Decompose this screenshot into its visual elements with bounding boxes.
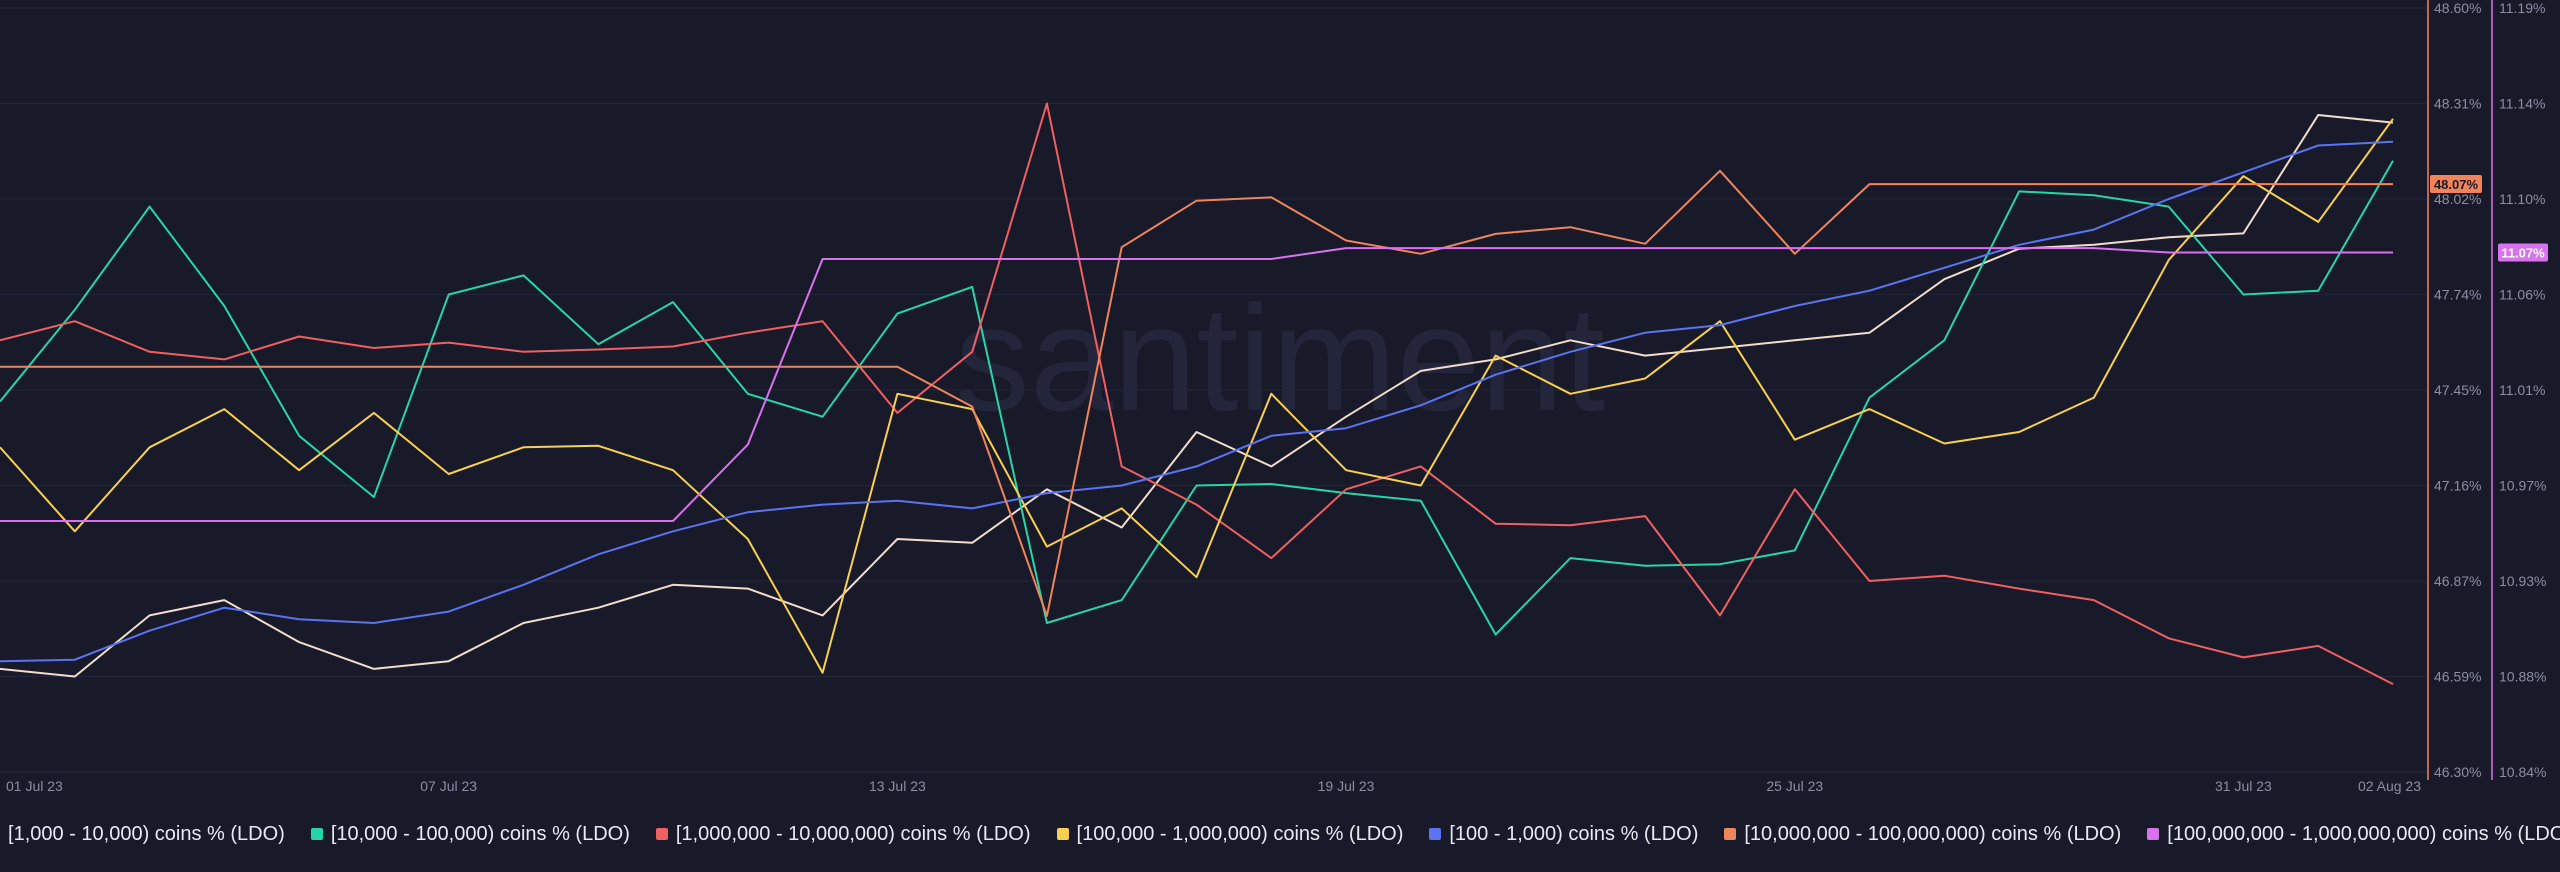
right-axis-tick-label: 10.93% [2499,573,2546,589]
legend-swatch [656,828,668,840]
legend-swatch [1724,828,1736,840]
legend-label: [100 - 1,000) coins % (LDO) [1449,823,1698,846]
legend-label: [100,000 - 1,000,000) coins % (LDO) [1077,823,1404,846]
left-axis-tick-label: 48.60% [2434,0,2481,16]
x-axis-tick-label: 19 Jul 23 [1318,778,1375,794]
left-axis-tick-label: 48.02% [2434,191,2481,207]
right-axis-tick-label: 10.84% [2499,764,2546,780]
legend-item-2[interactable]: [1,000,000 - 10,000,000) coins % (LDO) [656,823,1031,846]
x-axis-tick-label: 31 Jul 23 [2215,778,2272,794]
legend-label: [100,000,000 - 1,000,000,000) coins % (L… [2167,823,2560,846]
left-axis-last-value: 48.07% [2434,177,2479,192]
left-axis-tick-label: 46.30% [2434,764,2481,780]
legend-swatch [1429,828,1441,840]
legend-item-5[interactable]: [10,000,000 - 100,000,000) coins % (LDO) [1724,823,2121,846]
left-axis-tick-label: 47.74% [2434,287,2481,303]
legend-label: [1,000,000 - 10,000,000) coins % (LDO) [676,823,1031,846]
chart-legend: [1,000 - 10,000) coins % (LDO) [10,000 - … [0,818,2560,850]
right-axis-tick-label: 11.14% [2499,96,2545,112]
right-axis-tick-label: 10.97% [2499,478,2546,494]
legend-item-0[interactable]: [1,000 - 10,000) coins % (LDO) [0,823,285,846]
legend-item-4[interactable]: [100 - 1,000) coins % (LDO) [1429,823,1698,846]
legend-swatch [311,828,323,840]
left-axis-tick-label: 47.45% [2434,382,2481,398]
x-axis-tick-label: 01 Jul 23 [6,778,63,794]
right-axis-last-value: 11.07% [2501,245,2545,260]
watermark: santiment [955,274,1605,442]
right-axis-tick-label: 11.10% [2499,191,2545,207]
right-axis-tick-label: 11.01% [2499,382,2545,398]
legend-label: [1,000 - 10,000) coins % (LDO) [8,823,285,846]
right-axis-tick-label: 11.06% [2499,287,2545,303]
x-axis-tick-label: 13 Jul 23 [869,778,926,794]
x-axis-tick-label: 02 Aug 23 [2358,778,2421,794]
left-axis-tick-label: 48.31% [2434,96,2481,112]
legend-item-3[interactable]: [100,000 - 1,000,000) coins % (LDO) [1057,823,1404,846]
left-axis-tick-label: 46.87% [2434,573,2481,589]
left-axis-tick-label: 47.16% [2434,478,2481,494]
legend-swatch [2147,828,2159,840]
legend-item-1[interactable]: [10,000 - 100,000) coins % (LDO) [311,823,630,846]
x-axis-tick-label: 25 Jul 23 [1766,778,1823,794]
legend-swatch [1057,828,1069,840]
right-axis-tick-label: 10.88% [2499,669,2546,685]
legend-item-6[interactable]: [100,000,000 - 1,000,000,000) coins % (L… [2147,823,2560,846]
legend-label: [10,000 - 100,000) coins % (LDO) [331,823,630,846]
left-axis-tick-label: 46.59% [2434,669,2481,685]
x-axis-tick-label: 07 Jul 23 [420,778,477,794]
legend-label: [10,000,000 - 100,000,000) coins % (LDO) [1744,823,2121,846]
right-axis-tick-label: 11.19% [2499,0,2545,16]
